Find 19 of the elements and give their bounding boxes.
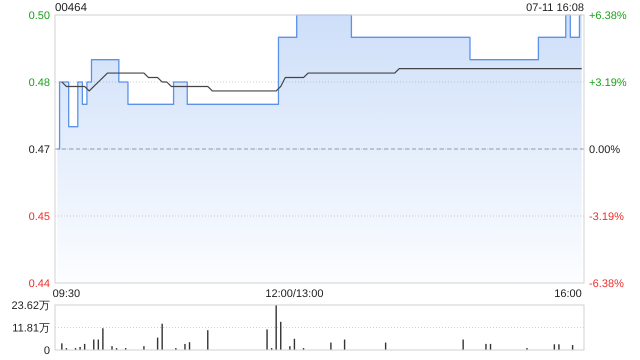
y2-tick-label: -6.38% xyxy=(589,278,624,290)
y-tick-label: 0 xyxy=(44,345,50,357)
y2-tick-label: +6.38% xyxy=(589,10,627,22)
y-tick-label: 0.45 xyxy=(28,211,50,223)
line-series xyxy=(61,68,582,92)
x-tick-label: 12:00/13:00 xyxy=(265,288,324,300)
y2-tick-label: 0.00% xyxy=(589,144,620,156)
chart-title: 00464 xyxy=(55,2,88,14)
y2-tick-label: -3.19% xyxy=(589,211,624,223)
y2-tick-label: +3.19% xyxy=(589,77,627,89)
y-tick-label: 0.47 xyxy=(28,144,50,156)
x-tick-label: 09:30 xyxy=(52,288,80,300)
x-tick-label: 16:00 xyxy=(554,288,582,300)
y-tick-label: 0.44 xyxy=(28,278,50,290)
y-tick-label: 0.48 xyxy=(28,77,50,89)
chart-subtitle: 07-11 16:08 xyxy=(526,2,584,14)
y-tick-label: 23.62万 xyxy=(11,300,50,312)
y-tick-label: 0.50 xyxy=(28,10,50,22)
y-tick-label: 11.81万 xyxy=(12,322,50,334)
